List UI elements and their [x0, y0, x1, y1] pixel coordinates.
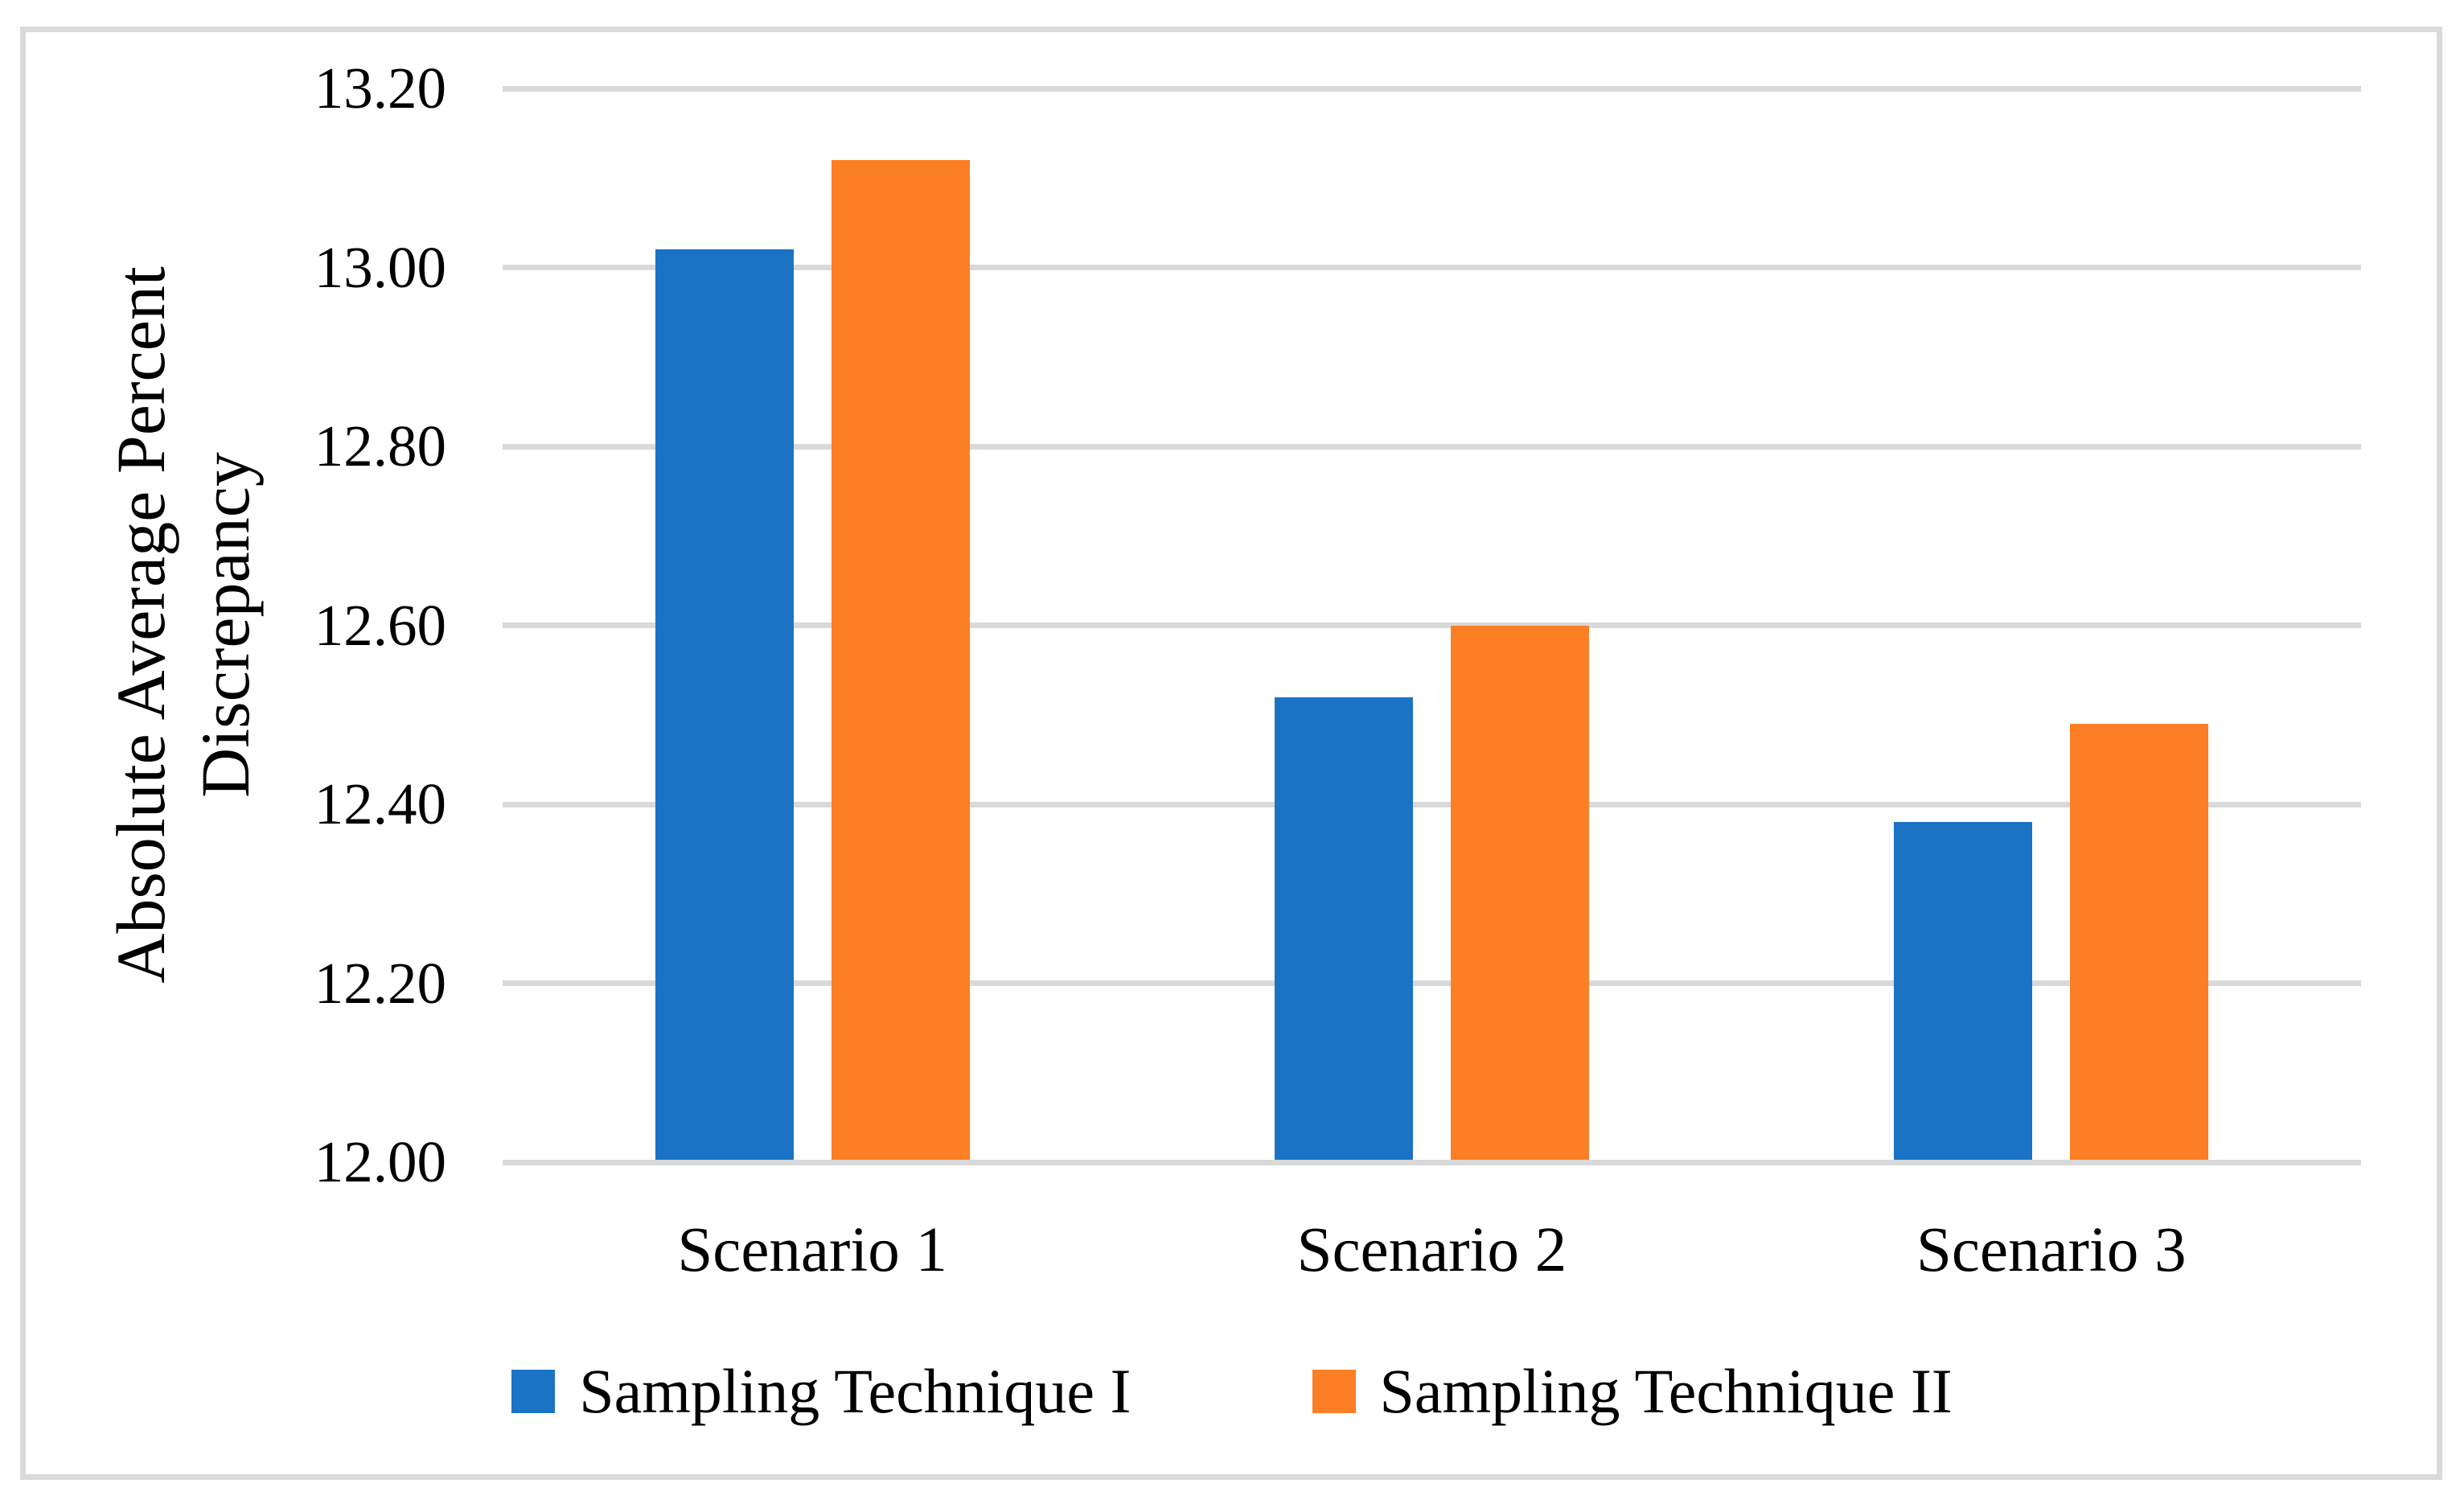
gridline [503, 980, 2361, 986]
bar-scenario-3-sampling-technique-ii [2070, 723, 2209, 1160]
y-tick-label: 12.20 [314, 950, 446, 1016]
bar-scenario-1-sampling-technique-i [655, 249, 794, 1160]
x-category-label-scenario-2: Scenario 2 [1296, 1215, 1567, 1285]
x-category-label-scenario-3: Scenario 3 [1916, 1215, 2187, 1285]
y-tick-label: 13.20 [314, 55, 446, 121]
legend-label: Sampling Technique I [579, 1356, 1131, 1426]
chart-legend: Sampling Technique I Sampling Technique I… [0, 1358, 2464, 1425]
legend-color-swatch-sampling-technique-ii [1312, 1370, 1356, 1413]
gridline [503, 801, 2361, 807]
gridline [503, 443, 2361, 450]
gridline [503, 1159, 2361, 1165]
legend-item-sampling-technique-i: Sampling Technique I [511, 1358, 1131, 1425]
y-tick-label: 12.80 [314, 413, 446, 479]
legend-label: Sampling Technique II [1379, 1356, 1953, 1426]
gridline [503, 265, 2361, 270]
bar-scenario-3-sampling-technique-i [1894, 822, 2033, 1160]
y-tick-label: 12.60 [314, 592, 446, 658]
bar-scenario-2-sampling-technique-i [1275, 697, 1413, 1160]
legend-item-sampling-technique-ii: Sampling Technique II [1312, 1358, 1953, 1425]
bar-scenario-2-sampling-technique-ii [1451, 625, 1589, 1160]
figure-border [20, 27, 2442, 1480]
y-tick-label: 13.00 [314, 234, 446, 300]
legend-color-swatch-sampling-technique-i [511, 1370, 556, 1413]
y-tick-label: 12.40 [314, 771, 446, 836]
bar-scenario-1-sampling-technique-ii [831, 160, 970, 1160]
x-category-label-scenario-1: Scenario 1 [677, 1215, 947, 1285]
gridline [503, 623, 2361, 628]
gridline [503, 85, 2361, 92]
y-tick-label: 12.00 [314, 1129, 446, 1194]
